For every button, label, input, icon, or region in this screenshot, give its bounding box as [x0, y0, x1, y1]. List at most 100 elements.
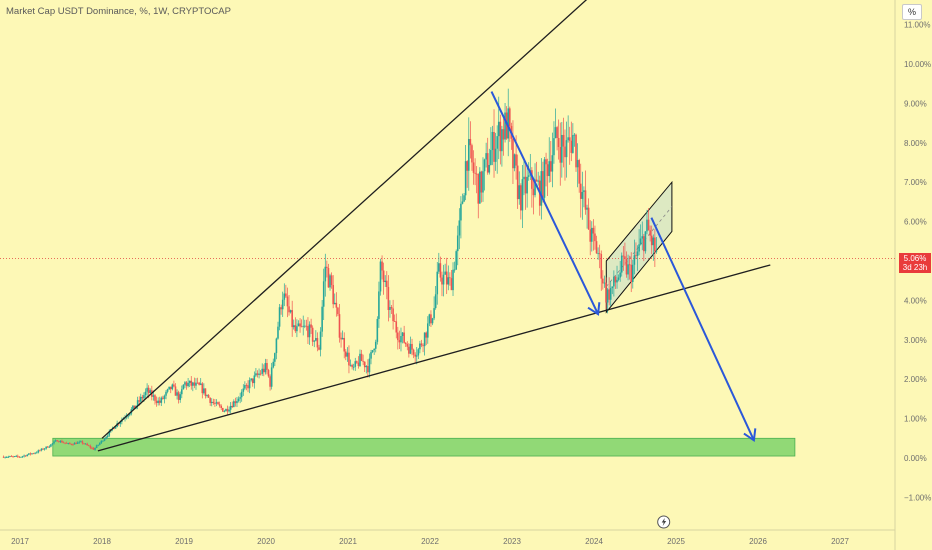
candle-body: [356, 361, 358, 363]
candle-body: [422, 345, 424, 347]
candle-body: [546, 164, 549, 177]
candle-body: [127, 415, 129, 417]
candle-body: [87, 445, 90, 447]
x-tick-label: 2024: [585, 537, 603, 546]
candle-body: [162, 397, 164, 399]
candle-body: [114, 426, 117, 429]
candle-body: [18, 456, 21, 458]
candle-body: [557, 137, 560, 148]
candle-body: [534, 179, 536, 196]
candle-body: [297, 323, 300, 327]
candle-body: [568, 137, 571, 141]
candle-body: [329, 275, 331, 288]
candle-body: [324, 266, 327, 282]
percent-scale-button[interactable]: %: [902, 4, 922, 20]
candle-body: [458, 220, 461, 236]
candle-body: [192, 382, 194, 386]
candle-body: [641, 236, 644, 239]
candle-body: [15, 455, 18, 457]
candle-body: [31, 453, 33, 455]
candle-body: [45, 446, 47, 449]
candle-body: [537, 180, 539, 182]
candle-body: [62, 442, 65, 444]
candle-body: [28, 453, 30, 455]
y-tick-label: −1.00%: [904, 493, 931, 502]
candle-body: [636, 251, 639, 256]
candle-body: [278, 307, 281, 327]
candle-body: [29, 453, 32, 455]
candle-body: [280, 307, 282, 310]
candle-body: [564, 146, 566, 158]
candle-body: [256, 373, 259, 375]
candle-body: [373, 348, 375, 351]
candle-body: [362, 360, 364, 362]
candle-body: [652, 237, 655, 246]
candle-body: [567, 137, 569, 141]
candle-body: [420, 343, 423, 346]
candle-body: [258, 373, 260, 375]
candle-body: [346, 352, 349, 357]
candle-body: [365, 366, 368, 368]
x-tick-label: 2025: [667, 537, 685, 546]
candle-body: [540, 171, 543, 206]
candle-body: [221, 408, 224, 412]
candle-body: [2, 456, 5, 458]
candle-body: [428, 314, 431, 324]
x-tick-label: 2018: [93, 537, 111, 546]
candle-body: [24, 455, 27, 457]
candle-body: [565, 140, 568, 158]
y-tick-label: 1.00%: [904, 415, 927, 424]
candle-body: [611, 286, 614, 289]
candle-body: [469, 138, 472, 146]
last-price-tag: 5.06% 3d 23h: [899, 253, 931, 273]
candle-body: [327, 268, 330, 288]
candle-body: [521, 179, 524, 211]
candle-body: [97, 444, 100, 446]
candle-body: [646, 219, 648, 232]
candle-body: [253, 375, 256, 384]
candle-body: [37, 450, 40, 453]
candle-body: [479, 171, 481, 204]
candle-body: [367, 366, 369, 373]
candle-body: [337, 307, 339, 315]
candle-body: [411, 343, 413, 350]
candle-body: [26, 454, 29, 457]
candle-body: [389, 307, 391, 310]
candle-body: [308, 324, 311, 338]
candle-body: [51, 443, 54, 445]
candle-body: [570, 140, 573, 153]
candle-body: [368, 358, 371, 373]
candle-body: [520, 185, 522, 211]
candle-body: [259, 373, 262, 375]
candle-body: [515, 154, 517, 166]
candle-body: [141, 396, 144, 399]
candle-body: [53, 441, 55, 444]
candle-body: [296, 326, 298, 332]
candle-body: [575, 134, 577, 168]
candle-body: [395, 321, 398, 333]
candle-body: [419, 343, 421, 350]
candle-body: [311, 327, 314, 342]
candle-body: [237, 398, 240, 402]
candle-body: [98, 442, 101, 445]
candle-body: [406, 344, 409, 347]
candle-body: [485, 153, 487, 160]
candle-body: [349, 364, 352, 366]
candle-body: [264, 363, 267, 373]
candle-body: [436, 271, 439, 295]
candle-body: [620, 255, 623, 273]
candle-body: [344, 351, 347, 357]
candle-body: [16, 455, 19, 457]
candle-body: [624, 256, 626, 260]
candle-body: [351, 364, 353, 368]
candle-body: [449, 277, 451, 279]
candle-body: [144, 391, 147, 396]
candle-body: [326, 266, 328, 269]
candle-body: [269, 376, 271, 387]
candle-body: [504, 112, 506, 140]
candle-body: [579, 183, 582, 199]
candle-body: [80, 441, 82, 443]
candle-body: [608, 289, 610, 300]
